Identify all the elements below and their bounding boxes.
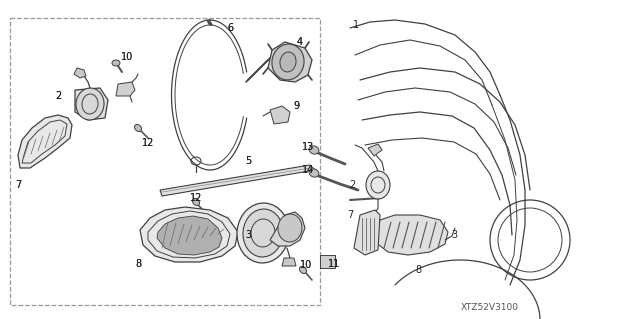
Polygon shape (282, 258, 296, 266)
Text: 6: 6 (227, 23, 233, 33)
Ellipse shape (237, 203, 289, 263)
Polygon shape (157, 216, 222, 255)
Text: 8: 8 (135, 259, 141, 269)
Ellipse shape (193, 198, 200, 205)
Text: 10: 10 (121, 52, 133, 62)
Text: 4: 4 (297, 37, 303, 47)
Text: XTZ52V3100: XTZ52V3100 (461, 303, 519, 312)
Text: 9: 9 (293, 101, 299, 111)
Text: 7: 7 (15, 180, 21, 190)
Polygon shape (160, 165, 315, 196)
Text: 11: 11 (328, 259, 340, 269)
Text: 4: 4 (297, 37, 303, 47)
Text: 3: 3 (451, 230, 457, 240)
Text: 11: 11 (328, 259, 340, 269)
Text: 10: 10 (121, 52, 133, 62)
Polygon shape (375, 215, 448, 255)
Text: 8: 8 (135, 259, 141, 269)
Polygon shape (18, 115, 72, 168)
Polygon shape (116, 82, 135, 96)
Ellipse shape (272, 44, 304, 80)
Text: 14: 14 (302, 165, 314, 175)
Text: 2: 2 (55, 91, 61, 101)
Polygon shape (270, 212, 305, 246)
Ellipse shape (278, 214, 302, 242)
Ellipse shape (280, 52, 296, 72)
Text: 9: 9 (293, 101, 299, 111)
Text: 6: 6 (227, 23, 233, 33)
Text: 12: 12 (142, 138, 154, 148)
Polygon shape (368, 144, 382, 156)
Text: 10: 10 (300, 260, 312, 270)
Polygon shape (74, 68, 86, 78)
Polygon shape (320, 255, 335, 268)
Polygon shape (140, 207, 238, 262)
Text: 2: 2 (55, 91, 61, 101)
Text: 13: 13 (302, 142, 314, 152)
Ellipse shape (366, 171, 390, 199)
Text: 14: 14 (302, 165, 314, 175)
Ellipse shape (309, 169, 319, 177)
Text: 2: 2 (349, 180, 355, 190)
Text: 5: 5 (245, 156, 251, 166)
Polygon shape (268, 42, 312, 82)
Text: 1: 1 (353, 20, 359, 30)
Polygon shape (270, 106, 290, 124)
Ellipse shape (243, 209, 283, 257)
Text: 7: 7 (347, 210, 353, 220)
Ellipse shape (76, 88, 104, 120)
Text: 5: 5 (245, 156, 251, 166)
Text: 10: 10 (300, 260, 312, 270)
Ellipse shape (134, 124, 141, 131)
Text: 7: 7 (15, 180, 21, 190)
Ellipse shape (300, 266, 307, 273)
Text: 3: 3 (245, 230, 251, 240)
Ellipse shape (309, 146, 319, 154)
Text: 13: 13 (302, 142, 314, 152)
Polygon shape (354, 210, 380, 255)
Text: 3: 3 (245, 230, 251, 240)
Text: 8: 8 (415, 265, 421, 275)
Text: 12: 12 (142, 138, 154, 148)
Text: 12: 12 (190, 193, 202, 203)
Text: 12: 12 (190, 193, 202, 203)
Polygon shape (75, 88, 108, 120)
Ellipse shape (112, 60, 120, 66)
